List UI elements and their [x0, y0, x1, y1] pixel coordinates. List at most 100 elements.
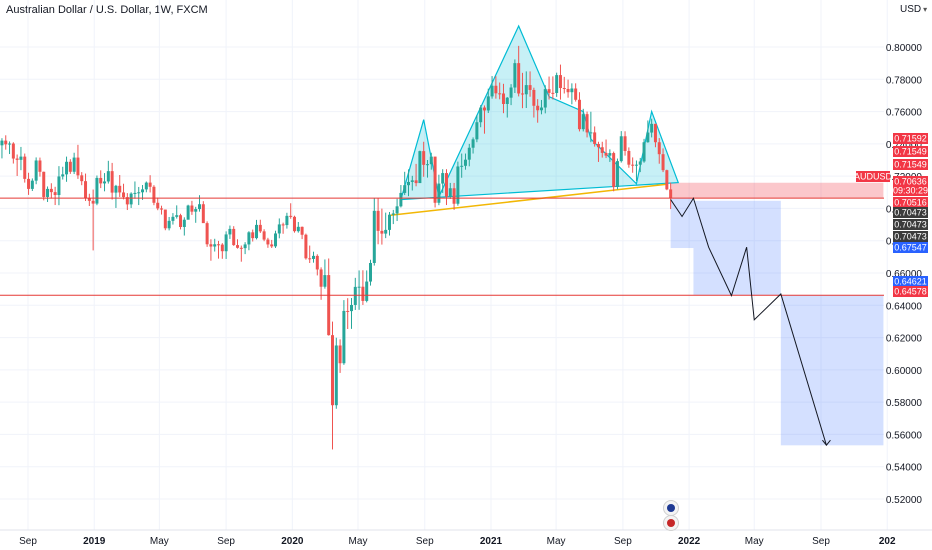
- candle: [357, 270, 361, 310]
- candle-body: [179, 215, 183, 227]
- x-tick-label: 2019: [83, 536, 106, 547]
- candle: [570, 83, 574, 105]
- candle-body: [209, 244, 213, 247]
- x-tick-label: 202: [879, 536, 896, 547]
- candle-body: [460, 165, 464, 167]
- candle: [661, 148, 665, 173]
- candle-body: [528, 85, 532, 90]
- candle-body: [118, 185, 122, 193]
- price-tag-label: 0.67547: [894, 243, 927, 253]
- candle-body: [399, 192, 403, 207]
- candle: [106, 160, 110, 184]
- candle: [34, 157, 38, 185]
- candle-body: [152, 186, 156, 203]
- candle-body: [479, 107, 483, 123]
- candle-body: [574, 88, 578, 100]
- candle-body: [395, 206, 399, 214]
- candle: [532, 87, 536, 118]
- candle: [125, 193, 129, 211]
- candle: [122, 183, 126, 200]
- candle-body: [619, 136, 623, 162]
- x-tick-label: Sep: [812, 536, 830, 547]
- candle: [642, 138, 646, 163]
- candle-body: [285, 215, 289, 226]
- candle-body: [665, 170, 669, 190]
- candle: [349, 298, 353, 329]
- candle: [410, 175, 414, 191]
- price-tag: 0.70473: [893, 231, 928, 242]
- candle-body: [300, 226, 304, 235]
- candle: [338, 339, 342, 373]
- candle: [175, 205, 179, 219]
- candle: [57, 166, 61, 206]
- candle: [182, 217, 186, 236]
- candle: [517, 45, 521, 97]
- candle-body: [186, 205, 190, 220]
- candle: [129, 192, 133, 208]
- candle: [536, 99, 540, 123]
- candle: [600, 141, 604, 158]
- candle: [220, 243, 224, 259]
- candle-body: [141, 189, 145, 193]
- candle: [61, 166, 65, 180]
- au-flag-icon[interactable]: [663, 500, 679, 516]
- candle: [11, 142, 15, 164]
- candle: [539, 99, 543, 115]
- candle-body: [509, 87, 513, 98]
- candle: [608, 149, 612, 162]
- time-axis[interactable]: Sep 2019 May Sep 2020 May Sep 2021 May Sep 2022 May…: [0, 529, 932, 547]
- candle-body: [505, 97, 509, 104]
- y-tick-label: 0.60000: [886, 366, 923, 377]
- x-tick-label: May: [150, 536, 169, 547]
- candle: [156, 197, 160, 211]
- candle: [437, 174, 441, 206]
- candle-body: [160, 208, 164, 210]
- candle-body: [167, 220, 171, 229]
- candle-body: [346, 310, 350, 312]
- candle: [87, 193, 91, 207]
- candle: [380, 208, 384, 245]
- candle-body: [433, 156, 437, 203]
- candle: [631, 157, 635, 173]
- candle: [475, 115, 479, 143]
- candle-body: [46, 188, 50, 197]
- chevron-down-icon: ▾: [923, 5, 928, 14]
- candle: [133, 181, 137, 199]
- candle: [619, 131, 623, 163]
- candle-body: [418, 151, 422, 184]
- price-axis[interactable]: 0.52000 0.54000 0.56000 0.58000 0.60000 0.620…: [886, 43, 923, 506]
- candle-body: [365, 281, 369, 301]
- candle-body: [581, 114, 585, 130]
- candle: [365, 270, 369, 303]
- candle-body: [163, 209, 167, 229]
- price-tag: 0.64578: [893, 286, 928, 297]
- candle: [103, 173, 107, 192]
- candle-body: [498, 93, 502, 95]
- us-flag-icon[interactable]: [663, 515, 679, 531]
- candle-body: [251, 232, 255, 239]
- price-tag-bg: [893, 185, 928, 196]
- candle: [615, 158, 619, 190]
- candle-body: [444, 173, 448, 197]
- candle: [293, 215, 297, 233]
- candle: [255, 219, 259, 240]
- chart-title: Australian Dollar / U.S. Dollar, 1W, FXC…: [6, 4, 208, 16]
- candle-body: [274, 233, 278, 247]
- candle: [319, 267, 323, 300]
- candle: [448, 182, 452, 199]
- currency-selector[interactable]: USD ▾: [900, 4, 927, 15]
- candle: [494, 76, 498, 99]
- candle-body: [8, 143, 12, 145]
- target-zone: [670, 198, 694, 249]
- candle: [198, 195, 202, 212]
- candle: [471, 137, 475, 154]
- candle: [213, 238, 217, 252]
- candle-body: [657, 142, 661, 155]
- candle: [266, 237, 270, 248]
- candle-body: [23, 156, 27, 179]
- price-tag-label: 0.70473: [894, 208, 927, 218]
- candle: [418, 150, 422, 184]
- candle-body: [129, 193, 133, 205]
- candle-body: [106, 171, 110, 182]
